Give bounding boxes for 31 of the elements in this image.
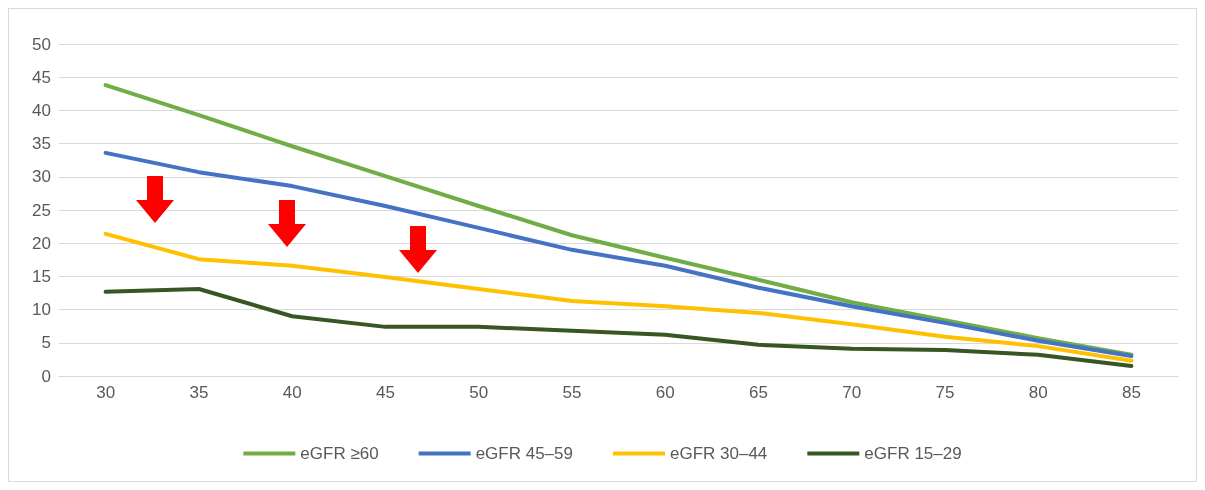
x-tick-label: 65	[748, 383, 768, 402]
y-tick-label: 15	[32, 266, 51, 286]
y-tick-label: 5	[41, 333, 51, 353]
x-tick-label: 75	[935, 383, 955, 402]
x-tick-label: 60	[655, 383, 675, 402]
y-tick-label: 30	[32, 167, 51, 187]
legend-label: eGFR 45–59	[475, 444, 573, 463]
y-tick-label: 50	[32, 34, 51, 54]
x-tick-label: 40	[282, 383, 302, 402]
x-tick-label: 85	[1121, 383, 1141, 402]
x-tick-label: 35	[189, 383, 209, 402]
line-series	[103, 150, 1134, 359]
x-tick-label: 50	[469, 383, 489, 402]
line-series	[103, 287, 1134, 369]
y-tick-label: 35	[32, 134, 51, 154]
line-series	[103, 231, 1134, 363]
y-tick-label: 25	[32, 200, 51, 220]
x-tick-label: 70	[842, 383, 862, 402]
y-tick-label: 40	[32, 100, 51, 120]
line-series	[103, 83, 1134, 357]
x-tick-label: 80	[1028, 383, 1048, 402]
y-tick-label: 0	[41, 366, 51, 386]
y-tick-label: 10	[32, 300, 51, 320]
x-tick-label: 30	[96, 383, 116, 402]
y-tick-label: 20	[32, 233, 51, 253]
legend-label: eGFR ≥60	[300, 444, 379, 463]
legend-label: eGFR 15–29	[864, 444, 962, 463]
legend-label: eGFR 30–44	[669, 444, 768, 463]
x-tick-label: 55	[562, 383, 582, 402]
x-tick-label: 45	[375, 383, 395, 402]
y-tick-label: 45	[32, 67, 51, 87]
